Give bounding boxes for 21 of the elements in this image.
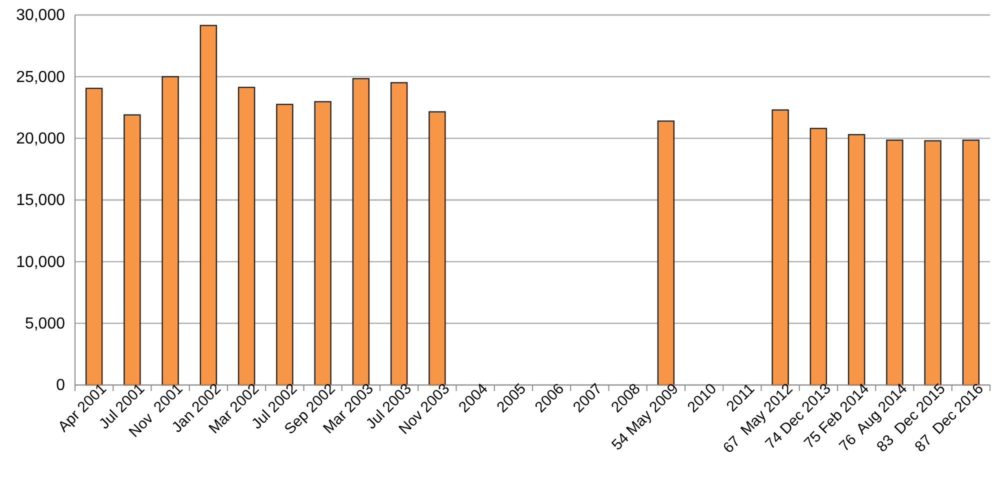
bar bbox=[85, 88, 103, 386]
bar bbox=[200, 24, 218, 386]
bar bbox=[124, 114, 141, 386]
y-tick-label: 25,000 bbox=[16, 68, 66, 86]
bar bbox=[162, 76, 179, 386]
bar bbox=[276, 104, 294, 386]
bar bbox=[772, 109, 789, 386]
y-tick-label: 10,000 bbox=[16, 254, 66, 271]
bar bbox=[657, 120, 675, 386]
bar bbox=[238, 86, 256, 386]
y-tick-label: 20,000 bbox=[16, 130, 66, 148]
bar bbox=[962, 140, 980, 386]
bar bbox=[428, 111, 446, 386]
y-tick-label: 30,000 bbox=[16, 7, 66, 24]
bar bbox=[352, 78, 370, 386]
bar bbox=[314, 101, 332, 386]
y-tick-label: 0 bbox=[56, 377, 66, 394]
y-tick-label: 5,000 bbox=[24, 315, 66, 332]
bar bbox=[810, 128, 828, 386]
y-tick-label: 15,000 bbox=[16, 192, 66, 210]
bar bbox=[390, 82, 408, 386]
